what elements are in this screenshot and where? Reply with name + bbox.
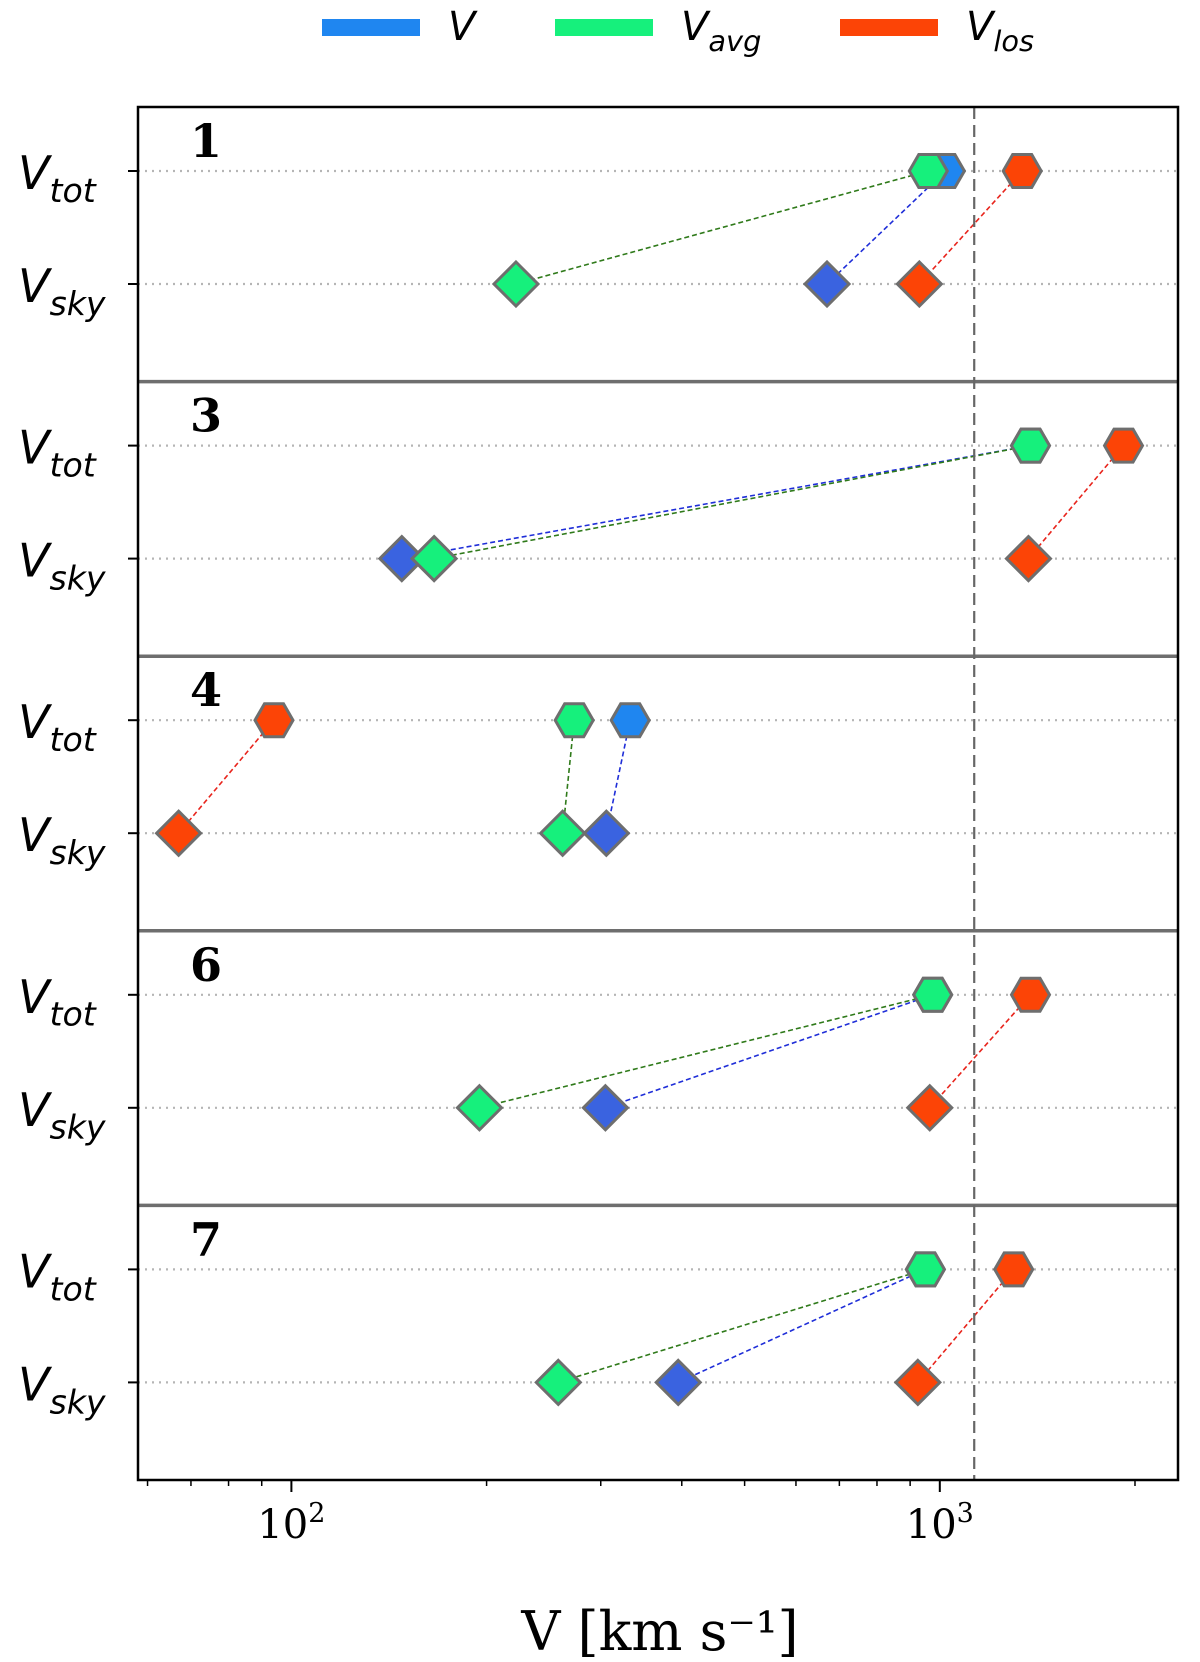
- legend-swatch: [840, 19, 938, 36]
- marker-v-los-tot: [253, 702, 295, 739]
- connector-v-los: [929, 994, 1032, 1109]
- marker-v-sky: [802, 259, 852, 309]
- marker-v-avg-sky: [455, 1083, 504, 1132]
- marker-v-los-sky: [1004, 534, 1053, 583]
- panel-1: Vtot Vsky 1: [18, 114, 1178, 323]
- marker-v-sky: [581, 1083, 630, 1132]
- marker-v-avg-tot: [911, 976, 954, 1013]
- connector-v-los: [918, 170, 1023, 285]
- legend-swatch: [555, 19, 653, 36]
- marker-v-los-sky: [905, 1083, 954, 1132]
- marker-v-los-sky: [895, 259, 944, 309]
- legend-entry-v-los: Vlos: [840, 4, 1034, 58]
- x-axis-label: V [km s⁻¹]: [520, 1600, 798, 1662]
- row-label-tot: Vtot: [18, 146, 97, 210]
- marker-v-los-sky: [893, 1358, 942, 1407]
- marker-v-los-sky: [154, 809, 203, 858]
- connector-v-los: [917, 1268, 1015, 1383]
- legend-label: V: [448, 4, 478, 50]
- connector-v: [826, 170, 946, 285]
- connector-v-los: [178, 719, 275, 834]
- connector-v-avg: [561, 720, 576, 834]
- row-label-tot: Vtot: [18, 695, 97, 759]
- marker-v-avg-sky: [491, 259, 541, 309]
- connector-v-avg: [515, 170, 929, 285]
- marker-v-avg-sky: [409, 534, 459, 583]
- legend-swatch: [322, 19, 420, 36]
- marker-v-los-tot: [1009, 976, 1052, 1013]
- connector-v-los: [1027, 445, 1125, 560]
- connector-v-avg: [433, 444, 1031, 560]
- row-label-sky: Vsky: [18, 1083, 106, 1147]
- panel-4: Vtot Vsky 4: [18, 654, 1178, 872]
- row-label-sky: Vsky: [18, 1357, 106, 1421]
- legend-entry-v-avg: Vavg: [555, 4, 761, 58]
- axes-frame: [136, 105, 1180, 1482]
- connector-v-avg: [479, 994, 933, 1109]
- connector-v-avg: [558, 1268, 926, 1384]
- legend-entry-v: V: [322, 4, 478, 50]
- connector-v: [401, 444, 1031, 560]
- row-label-tot: Vtot: [18, 970, 97, 1034]
- marker-v-avg-sky: [538, 809, 587, 858]
- panel-label: 1: [190, 114, 222, 168]
- x-axis: V [km s⁻¹] 102 103: [146, 1480, 1136, 1662]
- marker-v-los-tot: [992, 1251, 1035, 1288]
- connector-v: [677, 1268, 926, 1384]
- panel-label: 7: [190, 1212, 222, 1266]
- legend: V Vavg Vlos: [322, 4, 1034, 58]
- plot-frame: [136, 105, 1180, 1482]
- marker-v-avg-tot: [907, 153, 950, 189]
- connector-v: [605, 994, 933, 1109]
- panel-7: Vtot Vsky 7: [18, 1203, 1178, 1421]
- marker-v-sky: [582, 809, 631, 858]
- marker-v-los-tot: [1102, 427, 1145, 464]
- row-label-sky: Vsky: [18, 259, 106, 323]
- legend-label: Vavg: [681, 4, 761, 58]
- marker-v-sky: [377, 534, 426, 583]
- marker-v-avg-sky: [534, 1358, 583, 1407]
- row-label-tot: Vtot: [18, 1244, 97, 1308]
- marker-v-avg-tot: [553, 702, 595, 739]
- panel-6: Vtot Vsky 6: [18, 929, 1178, 1147]
- legend-label: Vlos: [966, 4, 1034, 58]
- row-label-tot: Vtot: [18, 421, 97, 485]
- panel-label: 6: [190, 938, 222, 992]
- marker-v-tot: [609, 702, 651, 739]
- panel-3: Vtot Vsky 3: [18, 379, 1178, 598]
- row-label-sky: Vsky: [18, 808, 106, 872]
- row-label-sky: Vsky: [18, 534, 106, 598]
- panel-label: 3: [190, 389, 222, 443]
- x-tick-label: 102: [257, 1498, 325, 1548]
- marker-v-los-tot: [1001, 153, 1043, 189]
- panel-label: 4: [190, 663, 222, 717]
- marker-v-avg-tot: [1009, 427, 1052, 464]
- panels: VtotVsky1VtotVsky3VtotVsky4VtotVsky6Vtot…: [18, 114, 1178, 1421]
- marker-v-sky: [654, 1358, 703, 1407]
- x-tick-label: 103: [906, 1498, 974, 1548]
- marker-v-avg-tot: [904, 1251, 947, 1288]
